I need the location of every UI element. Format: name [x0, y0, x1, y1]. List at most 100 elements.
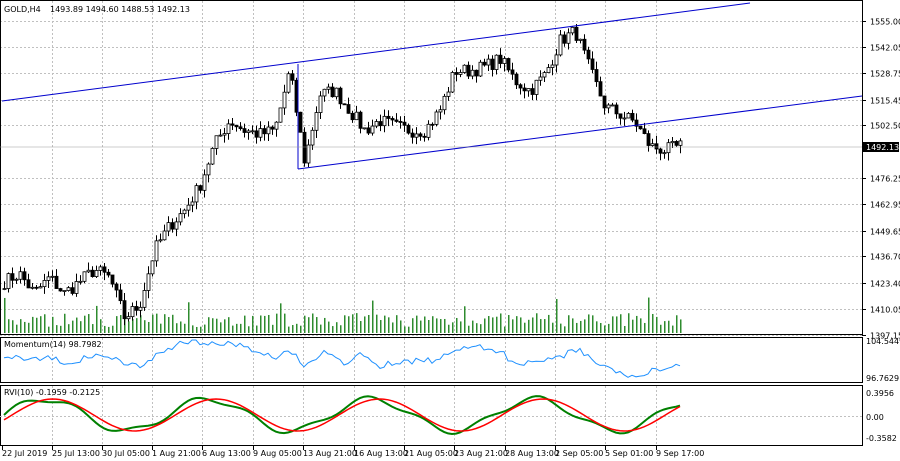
volume-bar: [448, 324, 450, 333]
time-tick: 16 Aug 13:00: [354, 449, 408, 458]
candle-body: [14, 278, 19, 281]
candle-body: [134, 306, 139, 311]
candle-body: [434, 111, 439, 125]
volume-bar: [204, 324, 206, 333]
candle-body: [446, 91, 451, 97]
candle-body: [606, 104, 611, 109]
candle-body: [238, 126, 243, 129]
time-tick: 5 Sep 01:00: [605, 449, 653, 458]
rvi-main-line: [3, 395, 681, 436]
candle-body: [78, 280, 83, 283]
volume-bar: [24, 321, 26, 333]
candle-body: [10, 273, 15, 281]
rvi-pane[interactable]: RVI(10) -0.1959 -0.2125 0.3956 0.00 -0.3…: [0, 385, 897, 446]
candle-body: [390, 118, 395, 121]
candle-body: [398, 121, 403, 123]
volume-bar: [608, 323, 610, 333]
volume-bar: [160, 323, 162, 333]
candle-body: [546, 67, 551, 73]
volume-bar: [176, 323, 178, 333]
candle-body: [470, 69, 475, 77]
volume-bar: [456, 317, 458, 333]
candle-body: [50, 275, 55, 278]
volume-bar: [556, 299, 558, 333]
candle-body: [230, 123, 235, 126]
volume-bar: [604, 325, 606, 333]
volume-bar: [240, 323, 242, 333]
volume-bar: [408, 326, 410, 333]
channel-line-middle[interactable]: [297, 95, 863, 170]
volume-bar: [64, 313, 66, 333]
volume-bar: [188, 302, 190, 333]
candle-body: [106, 271, 111, 276]
volume-bar: [60, 325, 62, 333]
candle-body: [322, 88, 327, 97]
candle-body: [566, 32, 571, 44]
volume-bar: [648, 297, 650, 333]
candle-body: [402, 121, 407, 126]
volume-bar: [680, 319, 682, 333]
candle-body: [226, 123, 231, 134]
candle-body: [258, 128, 263, 138]
volume-bar: [316, 317, 318, 333]
volume-bar: [208, 317, 210, 333]
candle-body: [174, 221, 179, 230]
time-tick: 6 Aug 13:00: [202, 449, 251, 458]
candle-body: [182, 209, 187, 215]
volume-bar: [252, 315, 254, 333]
candle-body: [138, 306, 143, 311]
volume-bar: [628, 313, 630, 333]
candle-body: [538, 76, 543, 81]
candle-body: [602, 95, 607, 109]
price-tick: 1555.00: [870, 18, 900, 27]
volume-bar: [664, 321, 666, 333]
rvi-label: RVI(10) -0.1959 -0.2125: [4, 388, 100, 397]
candle-body: [318, 95, 323, 113]
candle-body: [38, 286, 43, 289]
time-tick: 25 Jul 13:00: [52, 449, 100, 458]
candle-body: [430, 123, 435, 126]
momentum-pane-frame: [0, 337, 863, 383]
volume-bar: [328, 321, 330, 333]
trend-channel[interactable]: [1, 2, 863, 170]
volume-bar: [620, 314, 622, 333]
price-pane[interactable]: GOLD,H4 1493.89 1494.60 1488.53 1492.13 …: [0, 0, 900, 341]
candle-body: [202, 174, 207, 191]
candle-body: [554, 54, 559, 66]
candle-body: [70, 287, 75, 294]
candle-body: [118, 289, 123, 302]
volume-bar: [272, 324, 274, 333]
volume-bar: [560, 323, 562, 333]
candle-body: [634, 119, 639, 127]
volume-bar: [320, 324, 322, 333]
volume-bar: [32, 316, 34, 333]
candle-body: [266, 126, 271, 135]
channel-line-upper[interactable]: [1, 2, 751, 102]
candle-body: [454, 72, 459, 75]
volume-bar: [360, 321, 362, 333]
volume-bar: [368, 314, 370, 333]
volume-bar: [220, 322, 222, 333]
volume-bar: [472, 320, 474, 333]
volume-bar: [400, 320, 402, 333]
candle-body: [394, 119, 399, 122]
volume-bar: [348, 316, 350, 333]
momentum-tick-bottom: 96.7629: [866, 374, 899, 383]
candle-body: [178, 213, 183, 223]
candle-body: [282, 91, 287, 109]
volume-bar: [88, 314, 90, 333]
volume-bar: [376, 314, 378, 333]
candle-body: [22, 271, 27, 281]
candle-body: [482, 61, 487, 66]
volume-bar: [640, 318, 642, 333]
volume-bar: [76, 317, 78, 333]
candle-body: [62, 290, 67, 292]
candle-body: [98, 266, 103, 271]
candle-body: [298, 111, 303, 133]
candle-body: [630, 112, 635, 121]
volume-bar: [244, 315, 246, 333]
volume-bar: [500, 313, 502, 333]
time-tick: 30 Jul 05:00: [102, 449, 150, 458]
